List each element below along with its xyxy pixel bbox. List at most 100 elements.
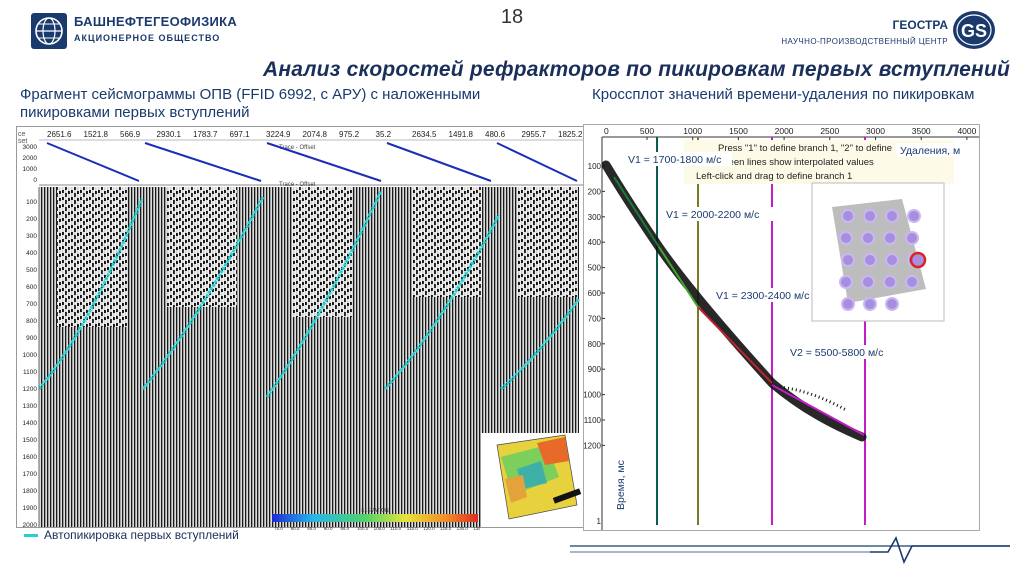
offset-label: 2651.6 [47,130,72,139]
y-tick-label: 1200 [23,386,38,393]
receiver-dot [907,209,921,223]
survey-layout-inset [811,182,945,322]
receiver-dot [841,253,855,267]
caption-left: Фрагмент сейсмограммы ОПВ (FFID 6992, с … [20,86,481,121]
x-tick-label: 2500 [820,126,839,136]
offset-label: 1783.7 [193,130,218,139]
offset-curve [496,142,578,182]
y-tick-label: 500 [588,264,602,273]
y-tick-label: 300 [588,213,602,222]
y-tick-label: 1100 [584,416,602,425]
elevation-tick-label: 125.0 [440,526,452,531]
receiver-dot [885,253,899,267]
offset-label-row: 2651.6 1521.8 566.9 2930.1 1783.7 697.1 3224.9… [47,130,583,139]
y-tick-label: 800 [26,318,37,325]
company-subtitle-left: АКЦИОНЕРНОЕ ОБЩЕСТВО [74,33,221,43]
branch-fit-line [771,384,865,436]
y-tick-label: 500 [26,267,37,274]
elevation-scale-ticks: 75.0 80.0 85.0 90.0 95.0 100.0 105.0 110.0 115.0… [274,526,485,531]
y-tick-label: 300 [26,233,37,240]
y-tick-label: 1200 [584,441,602,450]
offset-label: 2074.8 [303,130,328,139]
noise-band [517,187,577,297]
receiver-dot [861,275,875,289]
offset-label: 566.9 [120,130,141,139]
offset-label: 35.2 [376,130,392,139]
pick-curve [37,198,144,390]
svg-text:V2 = 5500-5800 м/с: V2 = 5500-5800 м/с [790,347,883,359]
offset-label: 2634.5 [412,130,437,139]
trace-offset-label: Trace - Offset [279,182,316,188]
header-tick-label: 1000 [23,166,38,173]
crossplot-x-axis: 0 500 1000 1500 2000 2500 3000 3500 4000 [604,126,977,140]
receiver-dot [883,231,897,245]
seismogram-y-axis: 100 200 300 400 500 600 700 800 900 1000 1100 1200 1… [23,199,38,527]
offset-curve [266,142,382,182]
y-tick-label: 700 [588,314,602,323]
elevation-tick-label: 75.0 [274,526,283,531]
y-tick-label: 1300 [23,403,38,410]
pick-curve [141,196,265,390]
elevation-tick-label: 135.0 [473,526,480,531]
caption-right: Кроссплот значений времени-удаления по п… [592,86,975,103]
offset-label: 3224.9 [266,130,291,139]
globe-logo-icon [31,13,67,49]
y-tick-label: 400 [588,238,602,247]
y-tick-label: 1400 [23,420,38,427]
y-tick-label: 1100 [23,369,37,376]
svg-text:V1 = 2000-2200 м/с: V1 = 2000-2200 м/с [666,209,759,221]
noise-band [167,187,237,307]
selected-receiver-dot [909,251,927,269]
logo-geostra: ГЕОСТРА НАУЧНО-ПРОИЗВОДСТВЕННЫЙ ЦЕНТР GS [781,10,1010,50]
offset-curves [46,142,578,182]
branch-label: V1 = 2300-2400 м/с [712,288,822,302]
x-tick-label: 1000 [683,126,702,136]
y-tick-label: 900 [588,365,602,374]
y-tick-label: 1000 [23,352,38,359]
y-tick-label: 600 [26,284,37,291]
y-tick-label: 100 [588,162,602,171]
receiver-dots [839,209,927,311]
elevation-tick-label: 95.0 [340,526,349,531]
crossplot-panel[interactable]: 0 500 1000 1500 2000 2500 3000 3500 4000 100 200 3… [583,124,980,531]
corner-label-top: ce [18,131,26,138]
offset-curve [144,142,262,182]
y-tick-label: 700 [26,301,37,308]
crossplot-y-axis: 100 200 300 400 500 600 700 800 900 1000 1100 1200 1 [584,162,605,526]
crossplot-svg: 0 500 1000 1500 2000 2500 3000 3500 4000 1002003… [584,125,979,530]
x-axis-label: Удаления, м [900,145,960,157]
receiver-dot [885,209,899,223]
noise-band [412,187,482,297]
offset-label: 2955.7 [522,130,547,139]
branch-label: V1 = 2000-2200 м/с [662,207,774,221]
offset-label: 2930.1 [157,130,182,139]
y-tick-label: 600 [588,289,602,298]
header-tick-axis: 3000 2000 1000 0 [23,144,38,184]
receiver-dot [861,231,875,245]
y-tick-label: 100 [26,199,37,206]
elevation-tick-label: 120.0 [423,526,435,531]
receiver-dot [863,209,877,223]
y-tick-label: 800 [588,340,602,349]
receiver-dot [905,231,919,245]
hint-text: Press "1" to define branch 1, "2" to def… [718,143,892,154]
receiver-dot [863,297,877,311]
offset-label: 1521.8 [84,130,109,139]
offset-curve [386,142,492,182]
company-subtitle-right: НАУЧНО-ПРОИЗВОДСТВЕННЫЙ ЦЕНТР [781,37,948,46]
y-tick-label: 1800 [23,488,38,495]
receiver-dot [841,209,855,223]
elevation-scale: ELEVATION 75.0 80.0 85.0 90.0 95.0 100.0 105.0… [270,506,485,534]
x-tick-label: 0 [604,126,609,136]
footer-wave-decoration [570,536,1010,564]
offset-label: 1825.2 [558,130,583,139]
hint-text: Left-click and drag to define branch 1 [696,171,852,182]
branch-fit-line [697,306,773,384]
elevation-scale-svg: ELEVATION 75.0 80.0 85.0 90.0 95.0 100.0 105.0… [272,508,485,531]
elevation-inset-map [481,433,583,527]
y-tick-label: 2000 [23,522,38,527]
y-tick-label: 400 [26,250,37,257]
y-tick-label: 900 [26,335,37,342]
company-name-right: ГЕОСТРА [892,18,948,32]
x-tick-label: 4000 [957,126,976,136]
